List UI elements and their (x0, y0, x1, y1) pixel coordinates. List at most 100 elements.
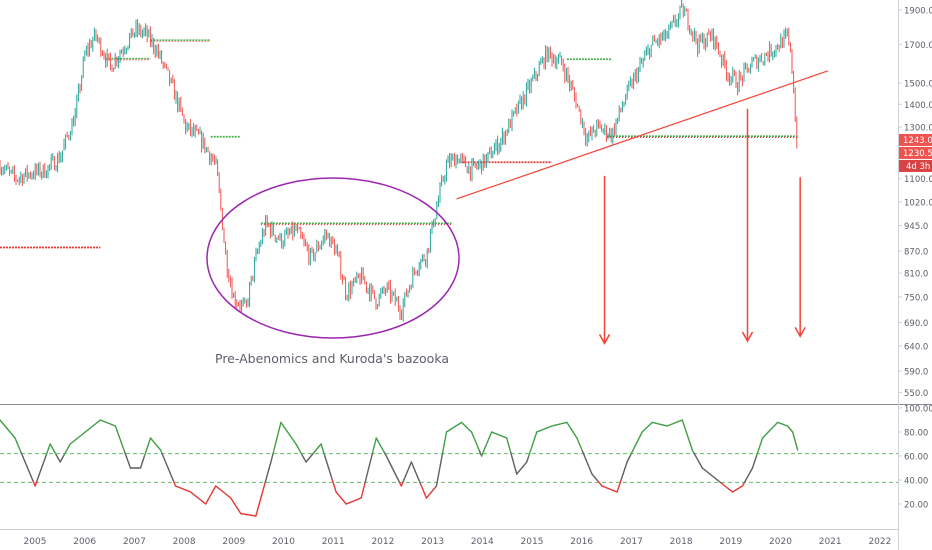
price-tick-label: 640.0 (904, 342, 928, 352)
oscillator-segment (120, 441, 124, 448)
oscillator-segment (576, 437, 580, 444)
oscillator-segment (681, 419, 685, 427)
oscillator-segment (326, 461, 330, 469)
price-tick-label: 1700.0 (904, 41, 932, 51)
oscillator-segment (270, 453, 274, 463)
oscillator-segment (400, 480, 405, 487)
oscillator-segment (124, 451, 128, 459)
oscillator-segment (791, 431, 796, 439)
oscillator-segment (583, 455, 588, 462)
osc-tick-label: 20.00 (904, 501, 928, 511)
oscillator-segment (139, 461, 144, 469)
rising-trendline (456, 70, 829, 200)
time-tick-label: 2006 (73, 537, 96, 547)
oscillator-segment (755, 449, 760, 457)
time-tick-label: 2020 (769, 537, 792, 547)
oscillator-segment (30, 475, 34, 482)
oscillator-segment (474, 440, 479, 448)
oscillator-segment (689, 443, 694, 451)
oscillator-segment (622, 467, 626, 475)
osc-tick-label: 60.00 (904, 453, 928, 463)
time-tick-label: 2011 (322, 537, 345, 547)
oscillator-segment (435, 474, 440, 487)
oscillator-segment (268, 461, 272, 470)
time-tick-label: 2009 (222, 537, 245, 547)
time-tick-label: 2007 (123, 537, 146, 547)
oscillator-segment (329, 473, 334, 481)
oscillator-segment (125, 456, 130, 464)
oscillator-segment (505, 437, 510, 446)
price-tick-label: 870.0 (904, 248, 928, 258)
oscillator-segment (278, 421, 282, 432)
oscillator-segment (421, 488, 426, 495)
price-tick-label: 1300.0 (904, 124, 932, 134)
oscillator-segment (266, 468, 270, 477)
oscillator-segment (589, 468, 593, 475)
time-tick-label: 2014 (471, 537, 494, 547)
oscillator-segment (258, 495, 263, 504)
price-tick-label: 550.0 (904, 389, 928, 399)
trendline (456, 70, 829, 200)
oscillator-segment (414, 470, 418, 477)
oscillator-segment (362, 482, 366, 492)
time-tick-label: 2008 (173, 537, 196, 547)
osc-tick-label: 100.00 (904, 405, 932, 415)
oscillator-segment (116, 430, 120, 438)
oscillator-segment (404, 470, 409, 478)
oscillator-segment (276, 429, 280, 439)
oscillator-segment (416, 474, 420, 481)
oscillator-segment (683, 425, 687, 433)
oscillator-segment (510, 451, 514, 461)
time-axis: 2005 2006 2007 2008 2009 2010 2011 2012 2013 2014… (24, 537, 892, 547)
oscillator-segment (616, 485, 620, 493)
oscillator-segment (272, 445, 276, 455)
price-tick-label: 945.0 (904, 222, 928, 232)
oscillator-segment (528, 449, 532, 457)
oscillator-segment (530, 443, 534, 451)
oscillator-segment (264, 474, 268, 483)
price-tick-label: 1020.0 (904, 198, 932, 208)
time-tick-label: 2019 (719, 537, 742, 547)
time-tick-label: 2021 (819, 537, 842, 547)
oscillator-segment (423, 492, 428, 499)
oscillator-segment (410, 461, 414, 468)
price-tags: 1243.0 1230.5 4d 3h (899, 133, 932, 172)
time-tick-label: 2017 (620, 537, 643, 547)
oscillator-segment (360, 489, 364, 499)
oscillator-segment (368, 459, 372, 469)
oscillator-segment (793, 437, 797, 445)
oscillator-segment (274, 437, 278, 447)
oscillator-segment (753, 455, 758, 463)
oscillator-segment (472, 436, 477, 443)
oscillator-segment (437, 463, 442, 476)
oscillator-segment (488, 431, 493, 438)
price-tick-label: 1100.0 (904, 175, 932, 185)
oscillator-segment (143, 449, 148, 457)
down-arrow-head-1 (741, 331, 754, 343)
oscillator-segment (262, 481, 266, 490)
oscillator-segment (41, 459, 46, 466)
oscillator-segment (624, 461, 628, 469)
oscillator-segment (122, 446, 126, 453)
oscillator-segment (585, 459, 589, 466)
oscillator-segment (24, 461, 28, 468)
oscillator-segment (147, 437, 152, 445)
oscillator-segment (587, 464, 591, 471)
price-tick-label: 1500.0 (904, 79, 932, 89)
oscillator-segment (118, 435, 122, 443)
oscillator-segment (373, 437, 377, 447)
highlight-ellipse (206, 177, 460, 339)
down-arrows (598, 108, 806, 345)
time-tick-label: 2015 (521, 537, 544, 547)
oscillator-segment (366, 467, 370, 477)
oscillator-segment (581, 450, 586, 457)
oscillator-segment (18, 446, 22, 454)
oscillator-segment (331, 479, 335, 487)
oscillator-segment (173, 480, 177, 487)
oscillator-segment (685, 431, 689, 439)
oscillator-segment (620, 473, 624, 481)
oscillator-segment (257, 501, 261, 510)
time-tick-label: 2012 (371, 537, 394, 547)
annotation-label: Pre-Abenomics and Kuroda's bazooka (215, 351, 449, 366)
